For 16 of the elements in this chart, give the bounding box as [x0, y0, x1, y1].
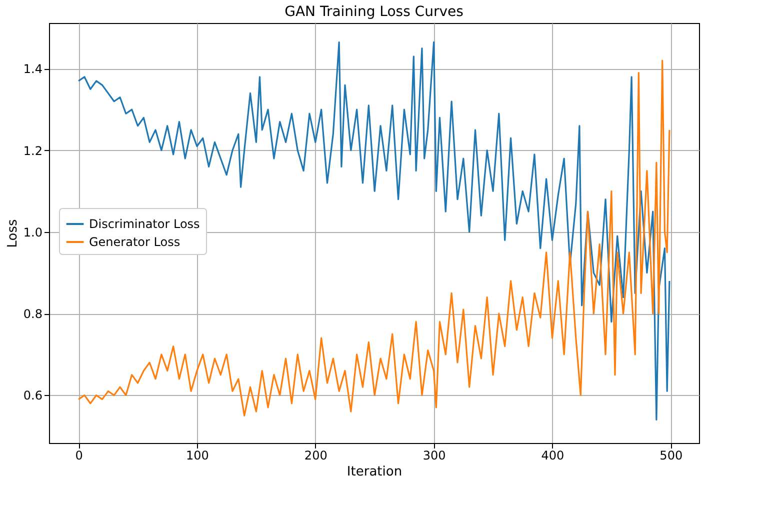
- x-tick-label: 500: [660, 448, 683, 462]
- y-tick-label: 0.8: [23, 307, 42, 322]
- x-tick-label: 200: [304, 448, 328, 462]
- x-axis-title: Iteration: [346, 464, 402, 480]
- legend-label: Discriminator Loss: [89, 217, 200, 231]
- chart-title: GAN Training Loss Curves: [284, 4, 464, 20]
- y-tick-label: 0.6: [23, 388, 42, 403]
- y-tick-label: 1.0: [23, 225, 42, 240]
- y-tick-label: 1.4: [23, 62, 42, 76]
- y-axis-title: Loss: [5, 219, 20, 248]
- y-tick-label: 1.2: [23, 144, 42, 158]
- legend-label: Generator Loss: [89, 235, 180, 249]
- x-tick-label: 0: [75, 448, 83, 462]
- x-tick-label: 100: [186, 448, 209, 462]
- x-tick-label: 400: [541, 448, 564, 462]
- x-tick-label: 300: [422, 448, 446, 462]
